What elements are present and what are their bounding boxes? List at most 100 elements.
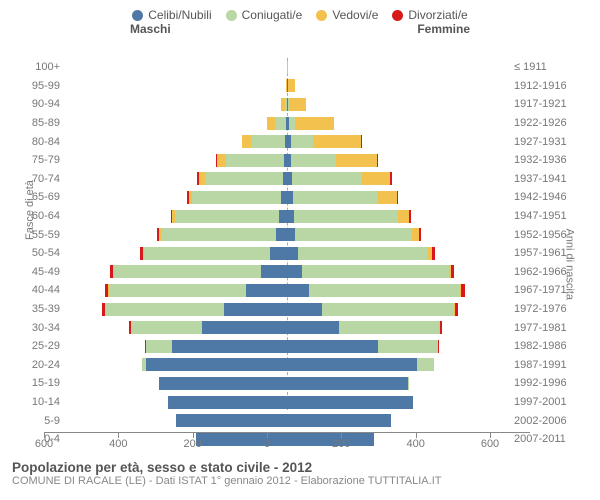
age-label: 75-79: [20, 154, 64, 166]
bar-pair: [64, 117, 510, 130]
seg-coniugati: [114, 265, 261, 278]
male-bar: [64, 284, 287, 297]
birth-label: 1972-1976: [510, 303, 580, 315]
seg-coniugati: [291, 135, 313, 148]
x-axis: 6004002000200400600: [44, 432, 530, 454]
legend: Celibi/NubiliConiugati/eVedovi/eDivorzia…: [0, 0, 600, 22]
seg-vedovi: [378, 191, 397, 204]
male-bar: [64, 191, 287, 204]
male-bar: [64, 265, 287, 278]
seg-coniugati: [251, 135, 284, 148]
age-row: 30-341977-1981: [20, 318, 580, 337]
age-row: 75-79 1932-1936: [20, 151, 580, 170]
legend-item: Vedovi/e: [316, 8, 378, 22]
seg-vedovi: [217, 154, 226, 167]
birth-label: 1917-1921: [510, 98, 580, 110]
x-tick-label: 200: [332, 438, 350, 450]
bar-pair: [64, 154, 510, 167]
birth-label: 1932-1936: [510, 154, 580, 166]
seg-vedovi: [289, 98, 306, 111]
birth-label: 1977-1981: [510, 322, 580, 334]
age-row: 25-291982-1986: [20, 337, 580, 356]
birth-label: ≤ 1911: [510, 61, 580, 73]
female-bar: [287, 172, 510, 185]
seg-divorziati: [419, 228, 421, 241]
seg-celibi: [279, 210, 287, 223]
age-row: 45-491962-1966: [20, 263, 580, 282]
age-row: 60-641947-1951: [20, 207, 580, 226]
seg-celibi: [287, 303, 322, 316]
seg-divorziati: [390, 172, 391, 185]
seg-coniugati: [205, 172, 283, 185]
male-bar: [64, 98, 287, 111]
seg-coniugati: [298, 247, 428, 260]
female-bar: [287, 284, 510, 297]
seg-vedovi: [242, 135, 251, 148]
seg-coniugati: [131, 321, 202, 334]
birth-label: 1927-1931: [510, 136, 580, 148]
age-row: 20-241987-1991: [20, 356, 580, 375]
header-male: Maschi: [130, 22, 171, 36]
bar-pair: [64, 284, 510, 297]
female-bar: [287, 303, 510, 316]
female-bar: [287, 79, 510, 92]
seg-celibi: [276, 228, 287, 241]
seg-celibi: [287, 396, 413, 409]
male-bar: [64, 154, 287, 167]
seg-vedovi: [295, 117, 334, 130]
female-bar: [287, 117, 510, 130]
legend-item: Celibi/Nubili: [132, 8, 211, 22]
bar-pair: [64, 210, 510, 223]
legend-swatch: [226, 10, 237, 21]
male-bar: [64, 210, 287, 223]
female-bar: [287, 321, 510, 334]
seg-vedovi: [313, 135, 361, 148]
age-row: 50-541957-1961: [20, 244, 580, 263]
age-label: 15-19: [20, 377, 64, 389]
male-bar: [64, 414, 287, 427]
seg-celibi: [246, 284, 287, 297]
female-bar: [287, 210, 510, 223]
male-bar: [64, 396, 287, 409]
legend-label: Celibi/Nubili: [148, 8, 211, 22]
male-bar: [64, 340, 287, 353]
seg-divorziati: [438, 340, 439, 353]
age-row: 55-591952-1956: [20, 225, 580, 244]
bar-pair: [64, 396, 510, 409]
age-label: 100+: [20, 61, 64, 73]
female-bar: [287, 98, 510, 111]
seg-coniugati: [291, 154, 336, 167]
seg-vedovi: [412, 228, 419, 241]
age-label: 90-94: [20, 98, 64, 110]
birth-label: 1997-2001: [510, 396, 580, 408]
bar-pair: [64, 247, 510, 260]
seg-coniugati: [226, 154, 284, 167]
age-row: 85-891922-1926: [20, 114, 580, 133]
seg-vedovi: [267, 117, 274, 130]
seg-vedovi: [288, 79, 295, 92]
seg-coniugati: [378, 340, 437, 353]
seg-vedovi: [398, 210, 409, 223]
x-tick-label: 200: [183, 438, 201, 450]
seg-coniugati: [309, 284, 460, 297]
age-row: 10-141997-2001: [20, 393, 580, 412]
bar-pair: [64, 228, 510, 241]
female-bar: [287, 61, 510, 74]
male-bar: [64, 79, 287, 92]
age-label: 5-9: [20, 415, 64, 427]
female-bar: [287, 228, 510, 241]
birth-label: 1912-1916: [510, 80, 580, 92]
seg-vedovi: [287, 61, 288, 74]
header-female: Femmine: [417, 22, 470, 36]
seg-coniugati: [294, 210, 398, 223]
seg-coniugati: [293, 191, 378, 204]
age-label: 80-84: [20, 136, 64, 148]
footer: Popolazione per età, sesso e stato civil…: [0, 454, 600, 487]
age-label: 55-59: [20, 229, 64, 241]
age-row: 15-191992-1996: [20, 374, 580, 393]
age-row: 100+ ≤ 1911: [20, 58, 580, 77]
age-label: 70-74: [20, 173, 64, 185]
seg-vedovi: [199, 172, 206, 185]
birth-label: 1982-1986: [510, 340, 580, 352]
seg-celibi: [287, 265, 302, 278]
